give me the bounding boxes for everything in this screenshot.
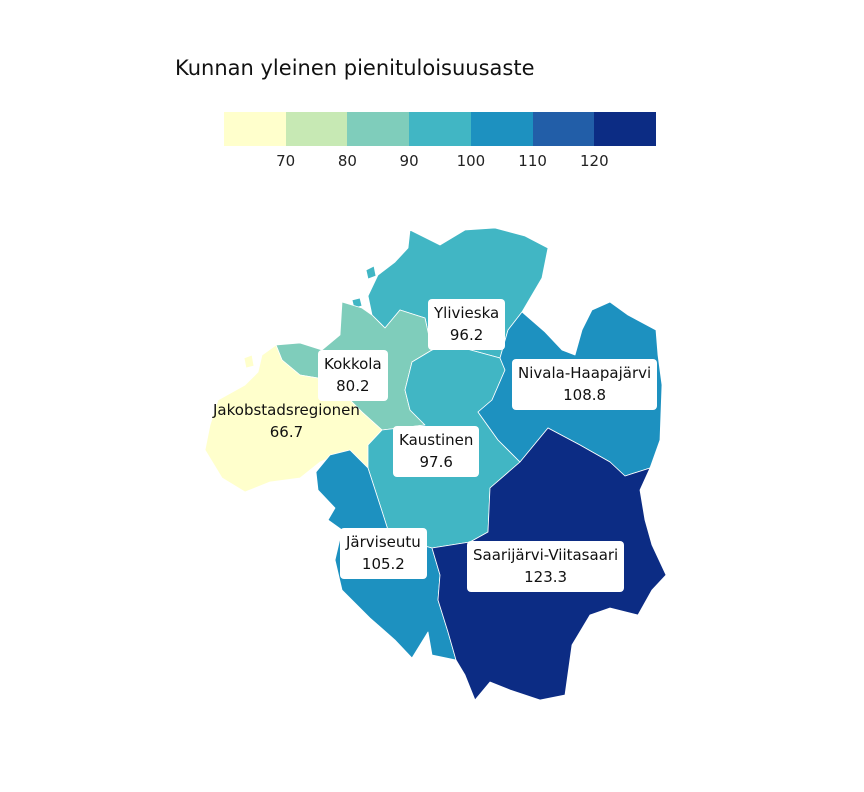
region-value: 108.8 bbox=[563, 386, 607, 404]
legend-swatch bbox=[224, 112, 286, 146]
region-name: Kaustinen bbox=[399, 431, 474, 449]
region-name: Jakobstadsregionen bbox=[213, 401, 360, 419]
legend-color-bar bbox=[224, 112, 657, 146]
region-ylivieska-islet bbox=[365, 265, 377, 280]
legend-swatch bbox=[594, 112, 657, 146]
region-label-saarijarvi-viitasaari: Saarijärvi-Viitasaari 123.3 bbox=[467, 541, 625, 592]
legend-tick: 70 bbox=[276, 152, 296, 170]
legend-swatch bbox=[347, 112, 410, 146]
region-name: Nivala-Haapajärvi bbox=[518, 364, 652, 382]
region-name: Järviseutu bbox=[346, 533, 421, 551]
legend-tick: 120 bbox=[579, 152, 609, 170]
region-name: Saarijärvi-Viitasaari bbox=[473, 546, 619, 564]
region-value: 96.2 bbox=[449, 326, 484, 344]
region-value: 80.2 bbox=[336, 377, 370, 395]
region-name: Kokkola bbox=[324, 355, 382, 373]
legend-tick: 100 bbox=[456, 152, 486, 170]
region-label-ylivieska: Ylivieska 96.2 bbox=[428, 299, 506, 350]
region-label-jarviseutu: Järviseutu 105.2 bbox=[340, 528, 427, 579]
legend-tick: 90 bbox=[399, 152, 419, 170]
region-name: Ylivieska bbox=[434, 304, 500, 322]
region-value: 105.2 bbox=[361, 555, 405, 573]
map-title: Kunnan yleinen pienituloisuusaste bbox=[175, 56, 535, 80]
legend-swatch bbox=[409, 112, 471, 146]
region-label-kaustinen: Kaustinen 97.6 bbox=[393, 426, 480, 477]
legend-swatch bbox=[285, 112, 348, 146]
color-legend: 70 80 90 100 110 120 bbox=[224, 112, 657, 182]
region-value: 66.7 bbox=[269, 423, 304, 441]
region-label-kokkola: Kokkola 80.2 bbox=[318, 350, 388, 401]
legend-swatch bbox=[470, 112, 533, 146]
legend-tick: 80 bbox=[337, 152, 357, 170]
region-value: 97.6 bbox=[419, 453, 453, 471]
region-value: 123.3 bbox=[524, 568, 568, 586]
region-label-nivala-haapajarvi: Nivala-Haapajärvi 108.8 bbox=[512, 359, 658, 410]
region-jakobstadsregionen-islet bbox=[243, 354, 255, 369]
legend-swatch bbox=[532, 112, 595, 146]
legend-tick: 110 bbox=[518, 152, 547, 170]
region-label-jakobstadsregionen: Jakobstadsregionen 66.7 bbox=[207, 396, 366, 447]
